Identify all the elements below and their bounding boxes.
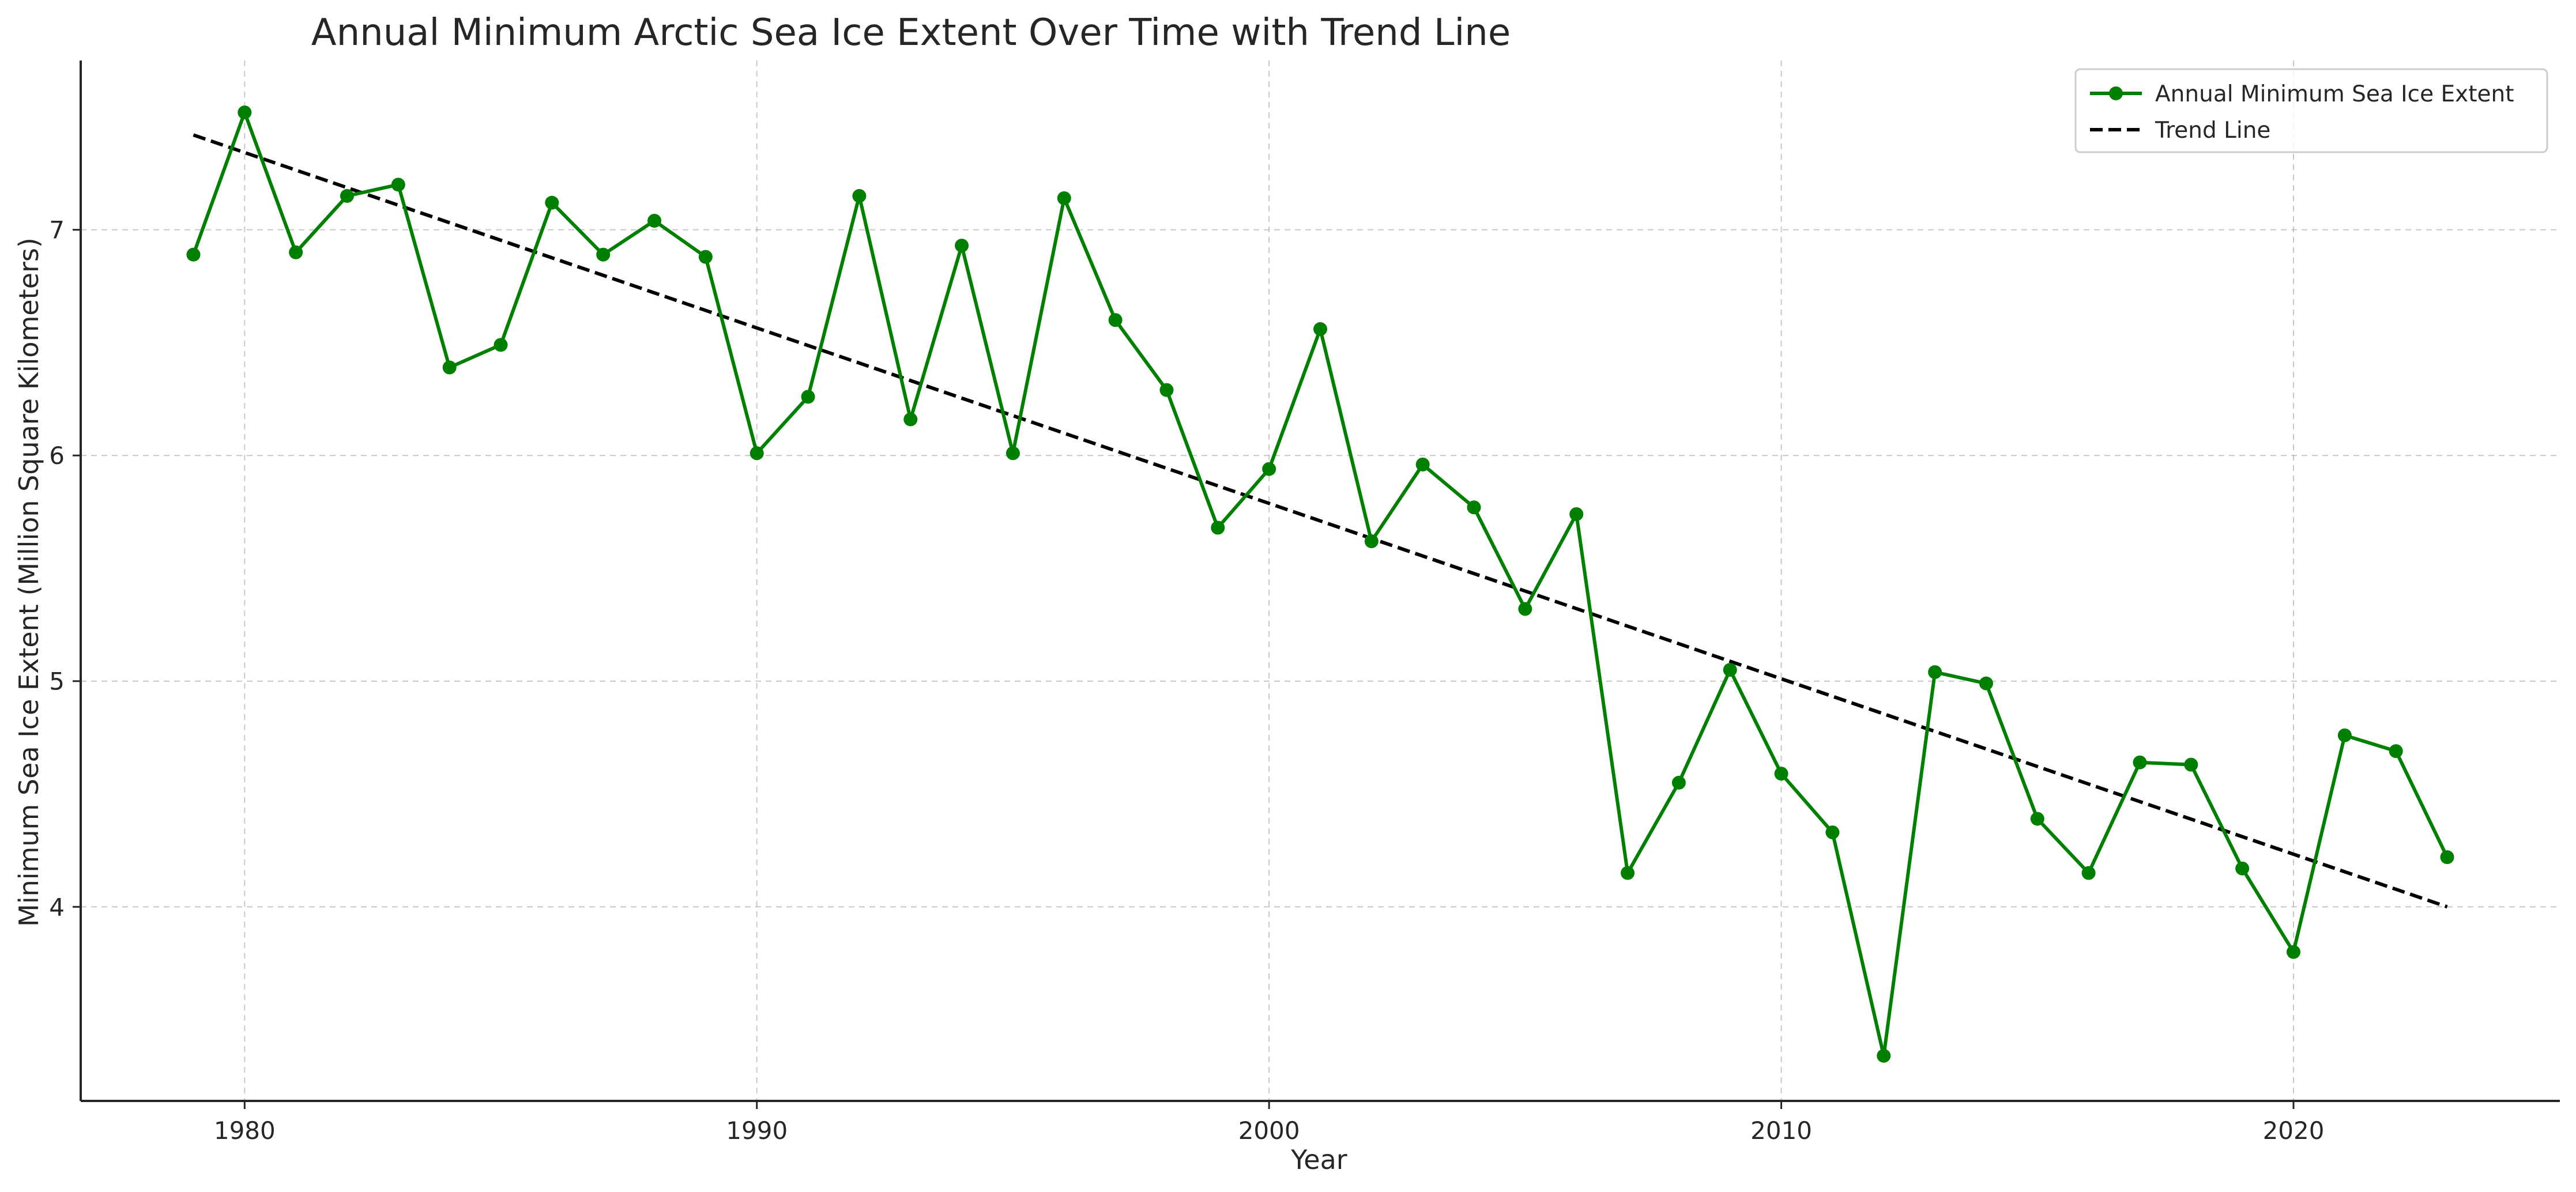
data-point bbox=[596, 247, 611, 262]
data-point bbox=[2081, 866, 2096, 880]
data-point bbox=[186, 247, 201, 262]
x-tick-label: 2000 bbox=[1238, 1116, 1300, 1145]
data-point bbox=[1415, 457, 1430, 471]
y-tick-label: 4 bbox=[49, 893, 65, 921]
y-tick-label: 6 bbox=[49, 442, 65, 470]
data-point bbox=[494, 338, 508, 352]
data-point bbox=[801, 390, 815, 404]
data-point bbox=[1313, 322, 1327, 336]
x-axis-label: Year bbox=[1290, 1144, 1347, 1175]
data-point bbox=[2389, 744, 2403, 759]
data-point bbox=[852, 188, 867, 203]
data-point bbox=[340, 188, 354, 203]
data-point bbox=[391, 178, 405, 192]
data-point bbox=[2030, 812, 2044, 826]
data-point bbox=[2235, 861, 2250, 876]
data-point bbox=[955, 239, 969, 253]
y-tick-label: 7 bbox=[49, 216, 65, 244]
data-point bbox=[2133, 755, 2147, 769]
axes bbox=[80, 61, 2560, 1102]
data-point bbox=[2184, 757, 2198, 772]
data-point bbox=[1979, 676, 1993, 691]
data-point bbox=[698, 250, 713, 264]
x-tick-label: 1980 bbox=[214, 1116, 276, 1145]
data-point bbox=[238, 105, 252, 120]
legend-label-series: Annual Minimum Sea Ice Extent bbox=[2155, 81, 2514, 107]
data-point bbox=[1159, 383, 1174, 397]
legend: Annual Minimum Sea Ice Extent Trend Line bbox=[2074, 68, 2548, 153]
data-point bbox=[545, 195, 559, 210]
y-tick-label: 5 bbox=[49, 667, 65, 696]
grid-lines bbox=[81, 61, 2560, 1101]
legend-frame bbox=[2074, 68, 2548, 153]
data-point bbox=[903, 412, 918, 427]
trend-line bbox=[193, 133, 2448, 909]
data-point bbox=[1774, 767, 1788, 781]
y-ticks: 4 5 6 7 bbox=[49, 216, 81, 921]
data-point bbox=[750, 446, 764, 461]
data-point bbox=[1364, 534, 1379, 548]
chart-title: Annual Minimum Arctic Sea Ice Extent Ove… bbox=[311, 12, 1511, 54]
data-point bbox=[1825, 825, 1840, 840]
legend-label-trend: Trend Line bbox=[2155, 118, 2270, 144]
data-point bbox=[2337, 728, 2352, 742]
data-point bbox=[1262, 462, 1276, 476]
data-point bbox=[1723, 663, 1737, 677]
data-point bbox=[1928, 665, 1942, 680]
data-point bbox=[1621, 866, 1635, 880]
series-group bbox=[186, 105, 2454, 1063]
data-point bbox=[1108, 313, 1123, 327]
data-point bbox=[2287, 945, 2301, 959]
data-point bbox=[1211, 520, 1225, 535]
data-point bbox=[442, 360, 457, 375]
data-point bbox=[1569, 507, 1584, 521]
trend-line-group bbox=[193, 133, 2448, 909]
y-axis-label: Minimum Sea Ice Extent (Million Square K… bbox=[13, 237, 44, 927]
x-ticks: 1980 1990 2000 2010 2020 bbox=[214, 1101, 2325, 1145]
data-point bbox=[1877, 1048, 1891, 1063]
x-tick-label: 1990 bbox=[726, 1116, 788, 1145]
data-point bbox=[647, 213, 662, 228]
data-point bbox=[1005, 446, 1020, 461]
x-tick-label: 2020 bbox=[2263, 1116, 2325, 1145]
data-point bbox=[1057, 191, 1071, 205]
data-point bbox=[1671, 775, 1686, 790]
data-point bbox=[1467, 500, 1481, 515]
x-tick-label: 2010 bbox=[1750, 1116, 1812, 1145]
data-point bbox=[1518, 602, 1532, 616]
data-point bbox=[289, 245, 303, 259]
legend-marker-series bbox=[2109, 86, 2123, 100]
data-point bbox=[2440, 850, 2454, 865]
